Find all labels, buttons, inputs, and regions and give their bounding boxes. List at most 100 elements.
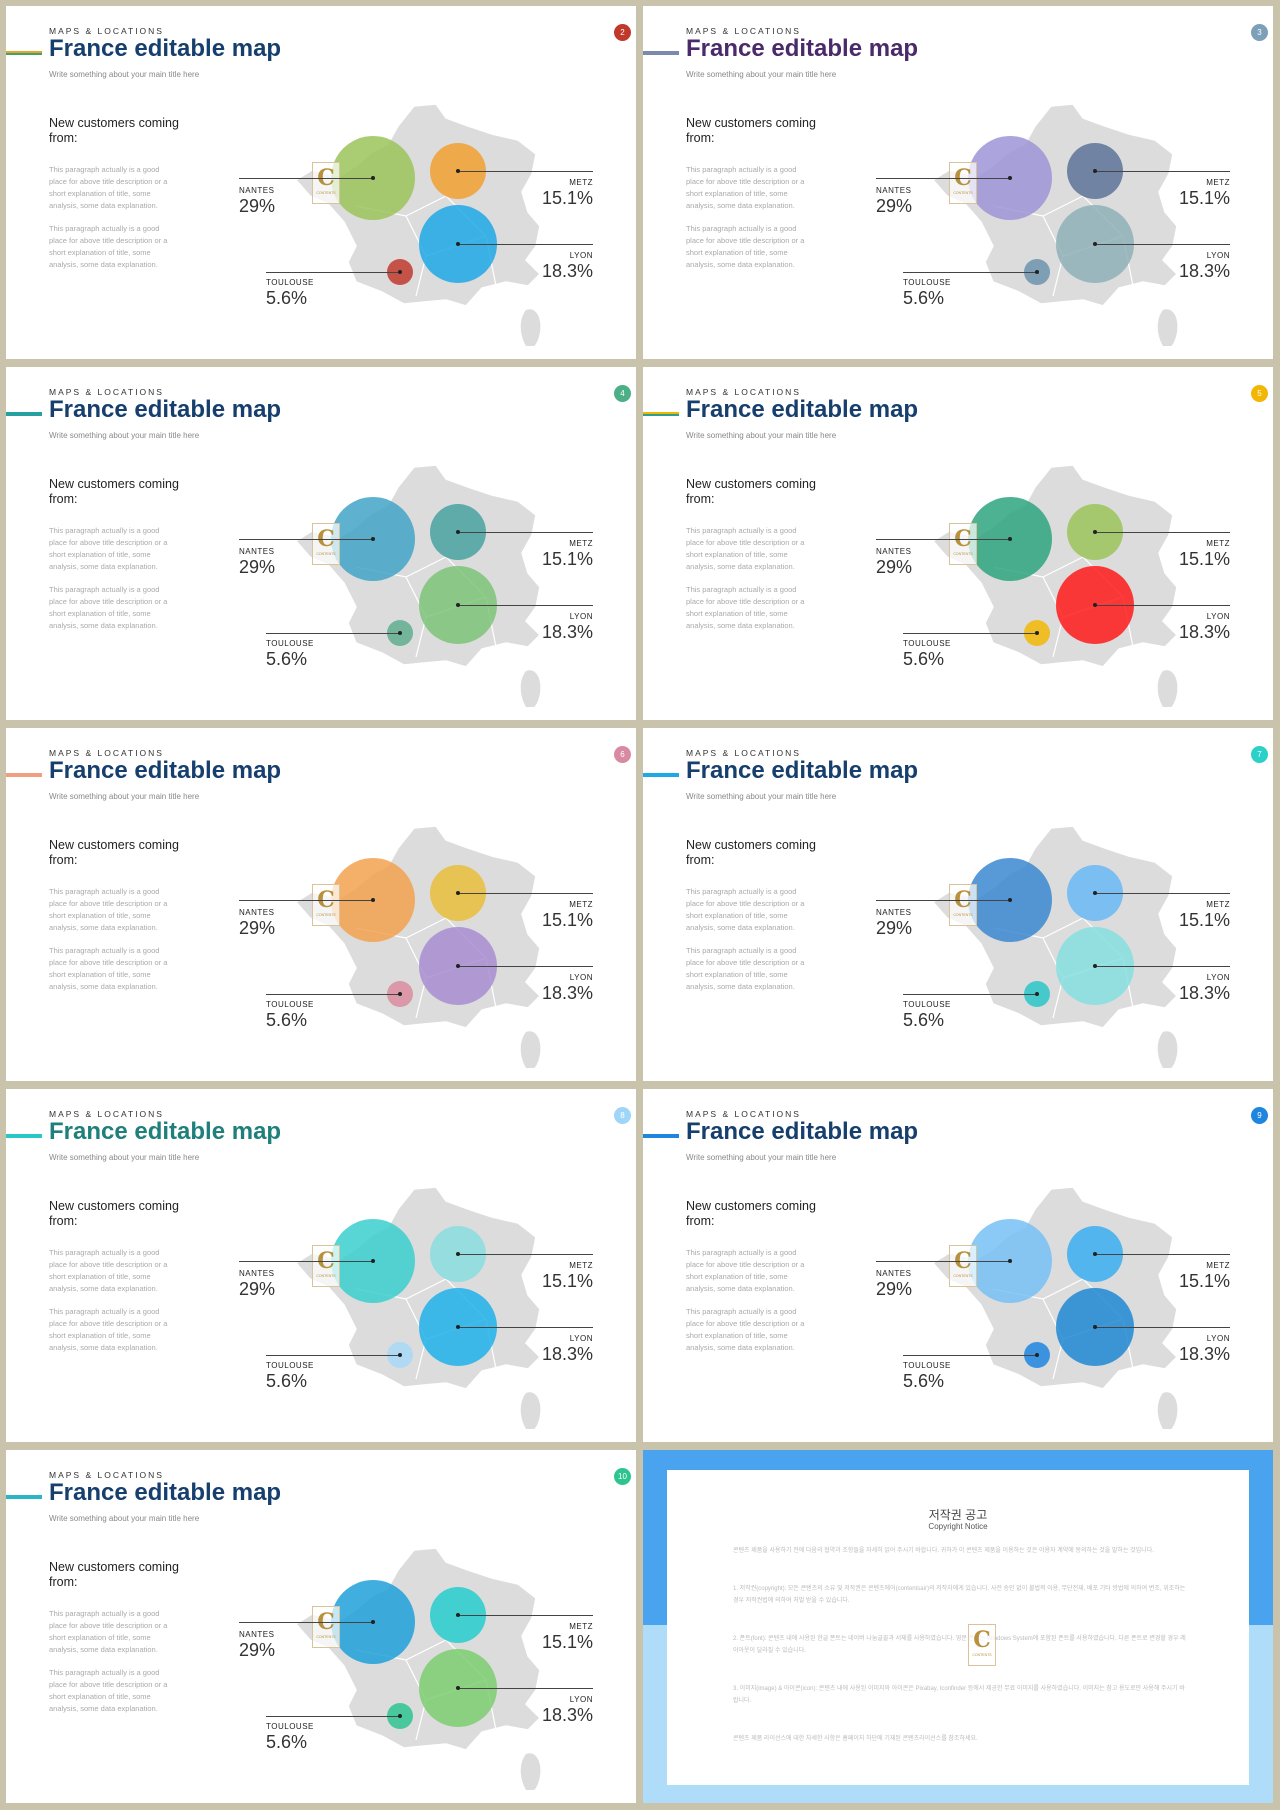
- title-accent-bars: [643, 1134, 679, 1138]
- metz-value: 15.1%: [541, 910, 593, 930]
- section-kicker: MAPS & LOCATIONS: [686, 748, 801, 758]
- metz-dot: [456, 1613, 460, 1617]
- logo-subtext: CONTENTS: [316, 1635, 336, 1639]
- description-paragraph-2: This paragraph actually is a good place …: [686, 1307, 805, 1352]
- map-slide: MAPS & LOCATIONS France editable map Wri…: [6, 1089, 636, 1442]
- corsica-shape: [520, 309, 541, 346]
- nantes-value: 29%: [239, 1279, 276, 1299]
- lyon-leader-line: [458, 1327, 593, 1328]
- description-paragraph-1: This paragraph actually is a good place …: [49, 1609, 168, 1654]
- contents-logo: C CONTENTS: [949, 884, 977, 926]
- section-kicker: MAPS & LOCATIONS: [49, 387, 164, 397]
- metz-dot: [456, 169, 460, 173]
- nantes-leader-line: [876, 1261, 1010, 1262]
- title-accent-bars: [6, 412, 42, 416]
- toulouse-label: TOULOUSE: [903, 1000, 951, 1009]
- lyon-label: LYON: [1206, 1334, 1230, 1343]
- corsica-shape: [520, 670, 541, 707]
- description-paragraph-1: This paragraph actually is a good place …: [49, 526, 168, 571]
- metz-label: METZ: [569, 178, 593, 187]
- france-mainland-shape: [296, 1547, 541, 1751]
- description-paragraph-2: This paragraph actually is a good place …: [49, 1668, 168, 1713]
- nantes-dot: [371, 1620, 375, 1624]
- metz-label: METZ: [1206, 1261, 1230, 1270]
- section-kicker: MAPS & LOCATIONS: [686, 26, 801, 36]
- metz-value: 15.1%: [541, 1632, 593, 1652]
- metz-label: METZ: [1206, 178, 1230, 187]
- lead-heading: New customers coming from:: [686, 477, 816, 506]
- description-paragraph-2: This paragraph actually is a good place …: [49, 1307, 168, 1352]
- nantes-leader-line: [876, 539, 1010, 540]
- logo-letter: C: [973, 1627, 991, 1653]
- page-number-badge: 9: [1251, 1107, 1268, 1124]
- metz-leader-line: [458, 1254, 593, 1255]
- toulouse-value: 5.6%: [903, 1010, 945, 1030]
- toulouse-value: 5.6%: [266, 1010, 308, 1030]
- nantes-leader-line: [239, 1622, 373, 1623]
- toulouse-label: TOULOUSE: [266, 1000, 314, 1009]
- lyon-dot: [1093, 242, 1097, 246]
- toulouse-dot: [398, 1714, 402, 1718]
- toulouse-label: TOULOUSE: [266, 1361, 314, 1370]
- toulouse-dot: [1035, 631, 1039, 635]
- lyon-dot: [456, 1686, 460, 1690]
- toulouse-leader-line: [903, 272, 1037, 273]
- toulouse-dot: [398, 270, 402, 274]
- metz-value: 15.1%: [1178, 910, 1230, 930]
- title-accent-bars: [643, 773, 679, 777]
- nantes-label: NANTES: [239, 547, 275, 556]
- metz-label: METZ: [569, 539, 593, 548]
- metz-dot: [1093, 1252, 1097, 1256]
- metz-leader-line: [458, 532, 593, 533]
- lead-heading: New customers coming from:: [49, 116, 179, 145]
- nantes-dot: [1008, 537, 1012, 541]
- contents-logo: C CONTENTS: [312, 162, 340, 204]
- title-accent-bars: [6, 1134, 42, 1138]
- nantes-value: 29%: [239, 557, 276, 577]
- lyon-value: 18.3%: [541, 622, 593, 642]
- logo-subtext: CONTENTS: [953, 191, 973, 195]
- nantes-dot: [371, 898, 375, 902]
- nantes-leader-line: [239, 1261, 373, 1262]
- lyon-label: LYON: [569, 1695, 593, 1704]
- lead-heading: New customers coming from:: [686, 1199, 816, 1228]
- metz-value: 15.1%: [1178, 1271, 1230, 1291]
- metz-value: 15.1%: [541, 188, 593, 208]
- toulouse-dot: [398, 1353, 402, 1357]
- lead-heading: New customers coming from:: [49, 1560, 179, 1589]
- nantes-dot: [1008, 898, 1012, 902]
- slide-title: France editable map: [686, 1118, 919, 1145]
- contents-logo: C CONTENTS: [949, 1245, 977, 1287]
- page-number-badge: 6: [614, 746, 631, 763]
- nantes-value: 29%: [876, 918, 913, 938]
- metz-dot: [1093, 169, 1097, 173]
- france-mainland-shape: [933, 464, 1178, 668]
- lyon-dot: [456, 1325, 460, 1329]
- metz-leader-line: [1095, 171, 1230, 172]
- section-kicker: MAPS & LOCATIONS: [686, 1109, 801, 1119]
- slide-title: France editable map: [686, 35, 919, 62]
- lyon-value: 18.3%: [541, 983, 593, 1003]
- description-paragraph-2: This paragraph actually is a good place …: [49, 946, 168, 991]
- logo-subtext: CONTENTS: [953, 1274, 973, 1278]
- lyon-label: LYON: [569, 251, 593, 260]
- nantes-dot: [1008, 1259, 1012, 1263]
- toulouse-label: TOULOUSE: [903, 1361, 951, 1370]
- metz-label: METZ: [569, 900, 593, 909]
- description-paragraph-2: This paragraph actually is a good place …: [49, 585, 168, 630]
- toulouse-leader-line: [266, 272, 400, 273]
- title-accent-bars: [6, 51, 42, 55]
- lyon-dot: [456, 603, 460, 607]
- nantes-label: NANTES: [239, 1269, 275, 1278]
- lyon-label: LYON: [569, 612, 593, 621]
- page-number-badge: 3: [1251, 24, 1268, 41]
- contents-logo: C CONTENTS: [312, 1606, 340, 1648]
- nantes-label: NANTES: [239, 908, 275, 917]
- description-paragraph-1: This paragraph actually is a good place …: [49, 165, 168, 210]
- nantes-value: 29%: [239, 196, 276, 216]
- lyon-leader-line: [1095, 966, 1230, 967]
- lyon-label: LYON: [569, 1334, 593, 1343]
- metz-value: 15.1%: [541, 1271, 593, 1291]
- description-paragraph-2: This paragraph actually is a good place …: [686, 224, 805, 269]
- lyon-dot: [1093, 1325, 1097, 1329]
